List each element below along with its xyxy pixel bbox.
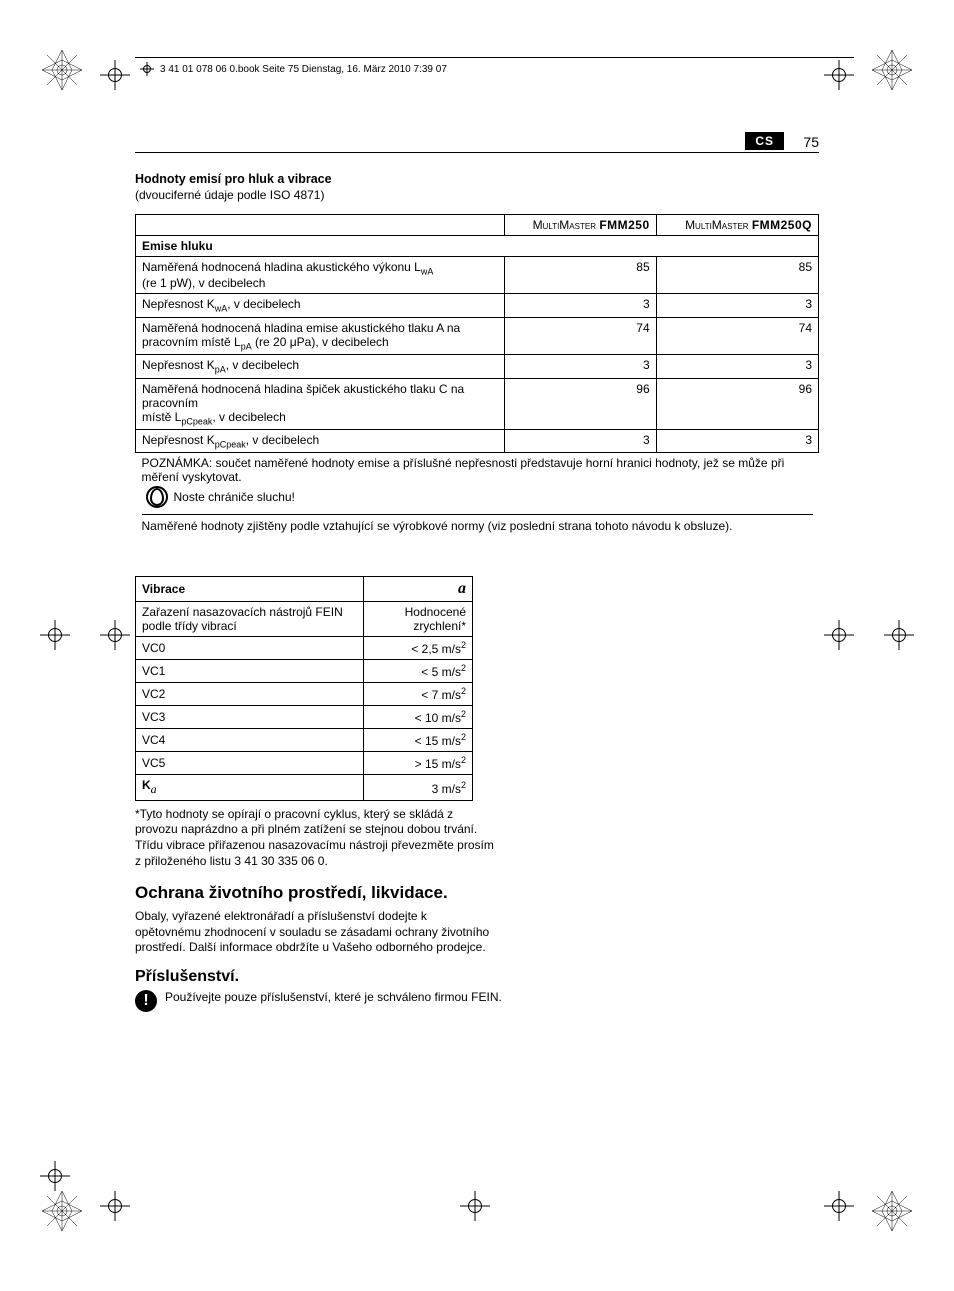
page-content: Hodnoty emisí pro hluk a vibrace (dvouci… bbox=[135, 172, 819, 1012]
warning-icon: ! bbox=[135, 990, 157, 1012]
row-kpa-label: Nepřesnost KpA, v decibelech bbox=[136, 355, 505, 378]
top-content-rule bbox=[135, 152, 819, 153]
row-kwa-label: Nepřesnost KwA, v decibelech bbox=[136, 294, 505, 317]
language-badge: CS bbox=[745, 132, 784, 150]
row-lpcpeak-v2: 96 bbox=[656, 378, 818, 429]
corner-starburst-tl bbox=[42, 50, 82, 90]
vibration-table: Vibrace a Zařazení nasazovacích nástrojů… bbox=[135, 576, 473, 800]
reg-mark-mr-outer bbox=[884, 620, 914, 650]
row-lpa-v1: 74 bbox=[504, 317, 656, 354]
row-emise-hluku: Emise hluku bbox=[136, 236, 819, 257]
row-kwa-v2: 3 bbox=[656, 294, 818, 317]
vib-sub-right: Hodnocené zrychlení* bbox=[363, 602, 472, 637]
vc4-val: < 15 m/s2 bbox=[363, 729, 472, 752]
vc5-val: > 15 m/s2 bbox=[363, 752, 472, 775]
vc2-label: VC2 bbox=[136, 683, 364, 706]
row-kpcpeak-v1: 3 bbox=[504, 429, 656, 452]
row-lpa-label: Naměřená hodnocená hladina emise akustic… bbox=[136, 317, 505, 354]
row-kpcpeak-label: Nepřesnost KpCpeak, v decibelech bbox=[136, 429, 505, 452]
header-text-label: 3 41 01 078 06 0.book Seite 75 Dienstag,… bbox=[160, 64, 447, 75]
reg-mark-ml-outer bbox=[40, 620, 70, 650]
vib-sub-left: Zařazení nasazovacích nástrojů FEIN podl… bbox=[136, 602, 364, 637]
corner-starburst-br bbox=[872, 1191, 912, 1231]
row-lwa-v2: 85 bbox=[656, 257, 818, 294]
accessories-body: Používejte pouze příslušenství, které je… bbox=[165, 990, 525, 1006]
reg-mark-bl-outer bbox=[40, 1161, 70, 1191]
env-heading: Ochrana životního prostředí, likvidace. bbox=[135, 883, 819, 903]
reg-mark-bc bbox=[460, 1191, 490, 1221]
corner-starburst-tr bbox=[872, 50, 912, 90]
table-note-1: POZNÁMKA: součet naměřené hodnoty emise … bbox=[142, 456, 813, 484]
noise-subtitle: (dvouciferné údaje podle ISO 4871) bbox=[135, 188, 819, 202]
vc4-label: VC4 bbox=[136, 729, 364, 752]
table-note-2: Noste chrániče sluchu! bbox=[174, 490, 295, 504]
vc5-label: VC5 bbox=[136, 752, 364, 775]
row-lwa-label: Naměřená hodnocená hladina akustického v… bbox=[136, 257, 505, 294]
col-fmm250q: MultiMaster FMM250Q bbox=[656, 215, 818, 236]
page-number: 75 bbox=[803, 134, 819, 150]
reg-mark-br bbox=[824, 1191, 854, 1221]
crop-mark-icon bbox=[140, 62, 154, 76]
reg-mark-ml bbox=[100, 620, 130, 650]
vib-hdr: Vibrace bbox=[136, 577, 364, 602]
vc0-val: < 2,5 m/s2 bbox=[363, 637, 472, 660]
reg-mark-tl bbox=[100, 60, 130, 90]
row-kwa-v1: 3 bbox=[504, 294, 656, 317]
vc2-val: < 7 m/s2 bbox=[363, 683, 472, 706]
col-fmm250: MultiMaster FMM250 bbox=[504, 215, 656, 236]
row-lpcpeak-label: Naměřená hodnocená hladina špiček akusti… bbox=[136, 378, 505, 429]
vc1-label: VC1 bbox=[136, 660, 364, 683]
reg-mark-mr bbox=[824, 620, 854, 650]
header-rule bbox=[135, 57, 854, 58]
noise-heading: Hodnoty emisí pro hluk a vibrace bbox=[135, 172, 819, 186]
k-alpha-val: 3 m/s2 bbox=[363, 775, 472, 800]
ear-protection-icon bbox=[146, 486, 168, 508]
row-kpcpeak-v2: 3 bbox=[656, 429, 818, 452]
k-alpha-label: Ka bbox=[136, 775, 364, 800]
vc3-val: < 10 m/s2 bbox=[363, 706, 472, 729]
vibration-footnote: *Tyto hodnoty se opírají o pracovní cykl… bbox=[135, 807, 495, 869]
accessories-heading: Příslušenství. bbox=[135, 968, 819, 986]
header-book-line: 3 41 01 078 06 0.book Seite 75 Dienstag,… bbox=[140, 62, 447, 76]
vc0-label: VC0 bbox=[136, 637, 364, 660]
row-lpa-v2: 74 bbox=[656, 317, 818, 354]
reg-mark-bl bbox=[100, 1191, 130, 1221]
corner-starburst-bl bbox=[42, 1191, 82, 1231]
row-lwa-v1: 85 bbox=[504, 257, 656, 294]
table-note-3: Naměřené hodnoty zjištěny podle vztahují… bbox=[142, 514, 813, 533]
env-body: Obaly, vyřazené elektronářadí a přísluše… bbox=[135, 909, 495, 956]
row-lpcpeak-v1: 96 bbox=[504, 378, 656, 429]
reg-mark-tr bbox=[824, 60, 854, 90]
row-kpa-v2: 3 bbox=[656, 355, 818, 378]
vib-alpha-hdr: a bbox=[363, 577, 472, 602]
row-kpa-v1: 3 bbox=[504, 355, 656, 378]
vc1-val: < 5 m/s2 bbox=[363, 660, 472, 683]
vc3-label: VC3 bbox=[136, 706, 364, 729]
noise-table: MultiMaster FMM250 MultiMaster FMM250Q E… bbox=[135, 214, 819, 536]
